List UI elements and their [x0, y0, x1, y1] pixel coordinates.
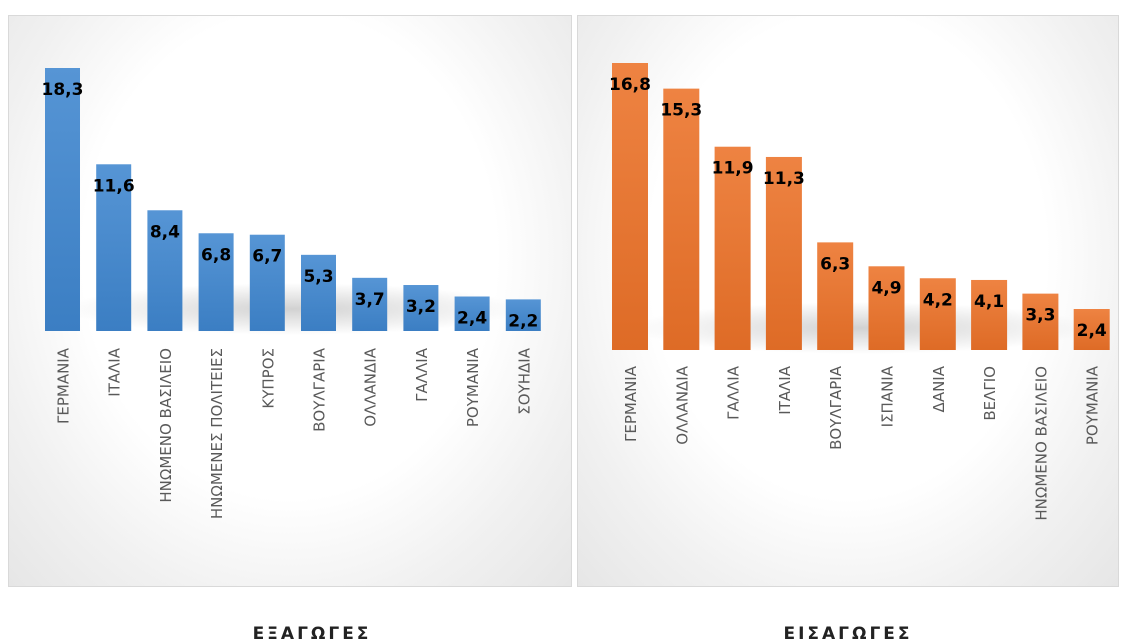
imports-category-label: ΓΕΡΜΑΝΙΑ: [622, 365, 640, 442]
imports-value-label: 11,9: [712, 159, 754, 179]
exports-bar: [454, 296, 490, 331]
imports-value-label: 16,8: [609, 75, 651, 95]
exports-bar: [352, 277, 388, 331]
exports-bar: [249, 234, 285, 331]
exports-value-label: 3,2: [406, 297, 436, 317]
imports-bar: [714, 146, 751, 350]
imports-category-label: ΒΕΛΓΙΟ: [981, 366, 999, 421]
imports-bar: [663, 88, 700, 350]
exports-value-label: 6,7: [252, 247, 282, 267]
exports-bar: [45, 68, 80, 331]
imports-category-label: ΙΣΠΑΝΙΑ: [879, 365, 897, 427]
exports-value-label: 8,4: [150, 222, 180, 242]
imports-value-label: 4,9: [871, 278, 901, 298]
exports-value-label: 18,3: [42, 80, 84, 100]
exports-chart-title: ΕΞΑΓΩΓΕΣ: [252, 624, 372, 644]
exports-category-label: ΓΑΛΛΙΑ: [413, 347, 431, 402]
exports-value-label: 2,4: [457, 309, 487, 329]
exports-category-label: ΙΤΑΛΙΑ: [106, 347, 124, 397]
bar-floor-shadow: [632, 302, 1090, 354]
imports-category-label: ΟΛΛΑΝΔΙΑ: [673, 365, 691, 444]
exports-value-label: 3,7: [355, 290, 385, 310]
imports-bar: [868, 266, 905, 350]
imports-value-label: 4,1: [974, 292, 1004, 312]
exports-category-label: ΡΟΥΜΑΝΙΑ: [464, 347, 482, 427]
imports-value-label: 4,2: [923, 290, 953, 310]
exports-bar: [147, 210, 183, 331]
imports-bar: [765, 156, 802, 350]
exports-category-label: ΗΝΩΜΕΝΕΣ ΠΟΛΙΤΕΙΕΣ: [208, 348, 226, 519]
imports-category-label: ΔΑΝΙΑ: [930, 365, 948, 412]
exports-bar: [198, 233, 234, 331]
imports-chart-title: ΕΙΣΑΓΩΓΕΣ: [783, 624, 913, 644]
imports-category-label: ΒΟΥΛΓΑΡΙΑ: [827, 365, 845, 450]
imports-chart-panel: 16,8 ΓΕΡΜΑΝΙΑ 15,3 ΟΛΛΑΝΔΙΑ 11,9 ΓΑΛΛΙΑ 11,3 ΙΤ…: [577, 15, 1119, 587]
exports-bar: [403, 285, 439, 331]
exports-value-label: 5,3: [303, 267, 333, 287]
exports-bar-chart: 18,3 ΓΕΡΜΑΝΙΑ 11,6 ΙΤΑΛΙΑ 8,4 ΗΝΩΜΕΝΟ ΒΑΣΙΛΕΙ…: [42, 68, 541, 519]
exports-value-label: 11,6: [93, 176, 135, 196]
imports-bar: [612, 63, 648, 350]
imports-bar: [1073, 309, 1110, 350]
imports-category-label: ΓΑΛΛΙΑ: [725, 365, 743, 420]
imports-value-label: 15,3: [660, 101, 702, 121]
exports-category-label: ΟΛΛΑΝΔΙΑ: [362, 347, 380, 426]
exports-value-label: 2,2: [508, 311, 538, 331]
imports-bar: [817, 242, 854, 350]
exports-category-label: ΣΟΥΗΔΙΑ: [515, 347, 533, 414]
exports-bar: [505, 299, 541, 331]
exports-category-label: ΗΝΩΜΕΝΟ ΒΑΣΙΛΕΙΟ: [157, 348, 175, 503]
imports-value-label: 2,4: [1077, 321, 1107, 341]
exports-bar: [96, 164, 132, 331]
imports-value-label: 3,3: [1025, 306, 1055, 326]
exports-bar: [301, 254, 336, 331]
imports-category-label: ΙΤΑΛΙΑ: [776, 365, 794, 415]
imports-value-label: 6,3: [820, 254, 850, 274]
bar-floor-shadow: [65, 283, 521, 335]
imports-value-label: 11,3: [763, 169, 805, 189]
imports-category-label: ΡΟΥΜΑΝΙΑ: [1084, 365, 1102, 445]
exports-category-label: ΒΟΥΛΓΑΡΙΑ: [311, 347, 329, 432]
exports-category-label: ΓΕΡΜΑΝΙΑ: [55, 347, 73, 424]
imports-bar: [1022, 293, 1059, 350]
exports-category-label: ΚΥΠΡΟΣ: [259, 348, 277, 409]
exports-value-label: 6,8: [201, 245, 231, 265]
imports-category-label: ΗΝΩΜΕΝΟ ΒΑΣΙΛΕΙΟ: [1032, 366, 1050, 521]
imports-bar: [919, 278, 956, 350]
imports-bar-chart: 16,8 ΓΕΡΜΑΝΙΑ 15,3 ΟΛΛΑΝΔΙΑ 11,9 ΓΑΛΛΙΑ 11,3 ΙΤ…: [609, 63, 1110, 521]
exports-chart-panel: 18,3 ΓΕΡΜΑΝΙΑ 11,6 ΙΤΑΛΙΑ 8,4 ΗΝΩΜΕΝΟ ΒΑΣΙΛΕΙ…: [8, 15, 572, 587]
imports-bar: [971, 279, 1008, 350]
